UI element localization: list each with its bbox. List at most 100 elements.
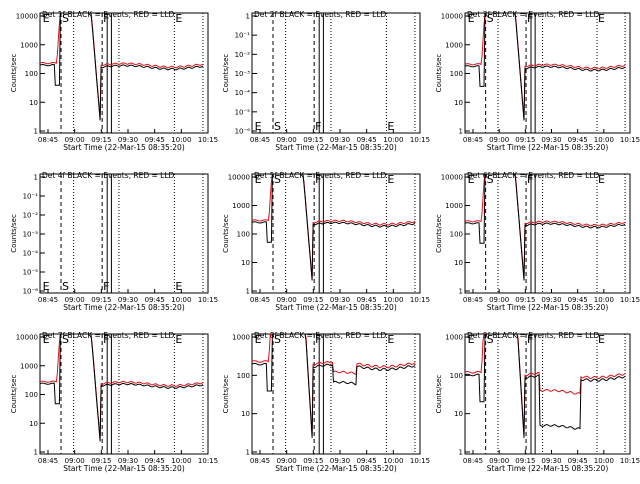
event-marker-label: E (598, 12, 605, 25)
x-tick-label: 10:00 (383, 296, 403, 304)
panel-det-1: Det 1f BLACK = Events, RED = LLD Counts/s… (10, 10, 218, 152)
y-tick-label: 100 (450, 372, 463, 380)
y-tick-label: 1 (459, 449, 463, 457)
panel-title: Det 4f BLACK = Events, RED = LLD (42, 171, 175, 180)
event-marker-label: F (315, 333, 321, 346)
panel-title: Det 2f BLACK = Events, RED = LLD (254, 10, 387, 19)
y-axis-label: Counts/sec (435, 214, 443, 253)
y-tick-label: 10⁻⁴ (235, 89, 251, 97)
lld-series-line (464, 12, 626, 119)
panel-det-6: Det 6f BLACK = Events, RED = LLD Counts/s… (435, 171, 640, 312)
x-tick-label: 09:45 (357, 457, 377, 465)
event-marker-label: S (274, 333, 281, 346)
x-tick-label: 09:15 (303, 296, 323, 304)
event-marker-label: F (103, 12, 109, 25)
event-marker-label: S (62, 280, 69, 293)
x-tick-label: 09:00 (277, 457, 297, 465)
x-tick-label: 09:30 (118, 457, 138, 465)
lld-series-line (464, 333, 626, 436)
event-marker-label: F (315, 173, 321, 186)
x-tick-label: 09:45 (568, 457, 588, 465)
event-marker-label: F (103, 280, 109, 293)
y-tick-label: 10000 (228, 174, 250, 182)
event-marker-label: E (175, 333, 182, 346)
y-tick-label: 10⁻¹ (235, 32, 251, 40)
x-tick-label: 10:00 (171, 296, 191, 304)
x-tick-label: 10:15 (410, 457, 430, 465)
x-tick-label: 10:00 (594, 136, 614, 144)
events-series-line (39, 12, 204, 121)
y-tick-label: 10 (241, 410, 250, 418)
event-marker-label: F (315, 120, 321, 133)
plot-frame (39, 333, 209, 455)
panel-title: Det 7f BLACK = Events, RED = LLD (42, 331, 175, 340)
events-series-line (464, 333, 626, 438)
y-tick-label: 1000 (232, 202, 250, 210)
y-axis-label: Counts/sec (10, 54, 18, 93)
x-tick-label: 09:45 (145, 457, 165, 465)
event-marker-label: F (527, 333, 533, 346)
x-tick-label: 08:45 (250, 457, 270, 465)
plot-frame (39, 12, 209, 134)
event-marker-label: E (43, 12, 50, 25)
x-tick-label: 09:15 (515, 296, 535, 304)
x-tick-label: 09:00 (277, 296, 297, 304)
event-marker-label: F (527, 173, 533, 186)
x-tick-label: 09:15 (91, 457, 111, 465)
event-marker-label: E (255, 173, 262, 186)
y-tick-label: 100 (25, 70, 38, 78)
event-marker-label: E (468, 333, 475, 346)
y-tick-label: 1 (34, 174, 38, 182)
y-tick-label: 10 (454, 259, 463, 267)
y-tick-label: 1 (246, 13, 250, 21)
plot-frame (464, 12, 631, 134)
y-axis-label: Counts/sec (10, 214, 18, 253)
x-tick-label: 09:00 (489, 136, 509, 144)
y-tick-label: 100 (450, 70, 463, 78)
y-tick-label: 1 (246, 288, 250, 296)
event-marker-label: E (387, 120, 394, 133)
y-tick-label: 10⁻¹ (23, 193, 39, 201)
x-tick-label: 09:15 (515, 457, 535, 465)
event-marker-label: E (43, 333, 50, 346)
x-tick-label: 09:15 (91, 296, 111, 304)
x-tick-label: 09:15 (91, 136, 111, 144)
plot-frame (464, 173, 631, 294)
y-tick-label: 10⁻⁴ (23, 250, 39, 258)
y-tick-label: 10⁻² (235, 51, 251, 59)
x-tick-label: 09:30 (330, 136, 350, 144)
panel-det-8: Det 8f BLACK = Events, RED = LLD Counts/s… (222, 331, 430, 473)
x-tick-label: 08:45 (38, 136, 58, 144)
x-tick-label: 09:15 (303, 136, 323, 144)
event-marker-label: S (274, 120, 281, 133)
x-tick-label: 08:45 (38, 457, 58, 465)
x-tick-label: 10:15 (620, 457, 640, 465)
event-marker-label: E (255, 120, 262, 133)
event-marker-label: E (598, 173, 605, 186)
y-axis-label: Counts/sec (222, 375, 230, 414)
x-tick-label: 10:15 (620, 136, 640, 144)
x-tick-label: 10:00 (383, 457, 403, 465)
panel-title: Det 6f BLACK = Events, RED = LLD (467, 171, 600, 180)
y-tick-label: 1000 (445, 334, 463, 342)
x-tick-label: 09:30 (541, 296, 561, 304)
events-series-line (464, 12, 626, 121)
y-tick-label: 1 (246, 449, 250, 457)
x-tick-label: 08:45 (250, 296, 270, 304)
plot-frame (251, 173, 421, 294)
y-axis-label: Counts/sec (222, 214, 230, 253)
event-marker-label: E (43, 280, 50, 293)
event-marker-label: F (103, 333, 109, 346)
panel-title: Det 1f BLACK = Events, RED = LLD (42, 10, 175, 19)
x-axis-label: Start Time (22-Mar-15 08:35:20) (275, 464, 397, 473)
event-marker-label: S (62, 12, 69, 25)
x-axis-label: Start Time (22-Mar-15 08:35:20) (63, 143, 185, 152)
panel-det-2: Det 2f BLACK = Events, RED = LLD Counts/s… (222, 10, 430, 152)
lld-series-line (251, 333, 416, 436)
event-marker-label: E (175, 12, 182, 25)
plot-frame (464, 333, 631, 455)
x-tick-label: 09:30 (541, 457, 561, 465)
event-marker-label: S (487, 12, 494, 25)
x-tick-label: 09:00 (277, 136, 297, 144)
